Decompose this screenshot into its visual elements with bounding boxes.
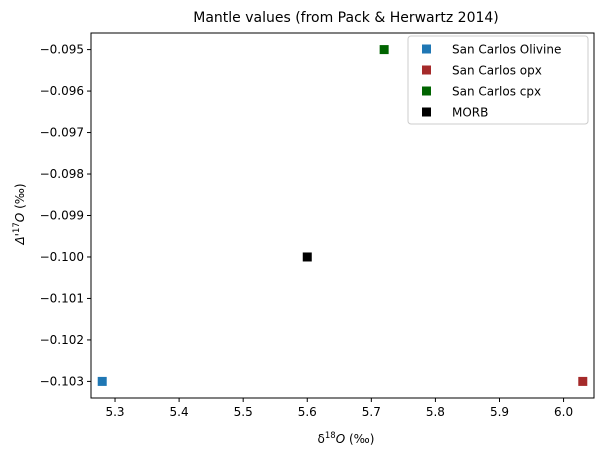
x-tick-label: 5.6 xyxy=(298,405,317,419)
x-tick-label: 5.7 xyxy=(362,405,381,419)
x-tick-label: 5.4 xyxy=(170,405,189,419)
data-point xyxy=(379,45,389,55)
chart-title: Mantle values (from Pack & Herwartz 2014… xyxy=(193,10,499,26)
x-tick-label: 5.8 xyxy=(426,405,445,419)
legend-marker xyxy=(422,44,431,54)
x-tick-label: 6.0 xyxy=(554,405,573,419)
x-tick-label: 5.5 xyxy=(234,405,253,419)
x-tick-label: 5.9 xyxy=(490,405,509,419)
y-tick-label: −0.103 xyxy=(40,374,84,388)
legend-label: MORB xyxy=(452,106,488,120)
legend-marker xyxy=(422,107,431,117)
legend-label: San Carlos cpx xyxy=(452,85,541,99)
legend-marker xyxy=(422,65,431,75)
legend-label: San Carlos Olivine xyxy=(452,43,561,57)
y-axis-label: Δ'17O (‰) xyxy=(12,183,27,245)
data-point xyxy=(302,252,312,262)
y-tick-label: −0.096 xyxy=(40,84,84,98)
x-tick-label: 5.3 xyxy=(105,405,124,419)
x-axis-ticks: 5.3 5.4 5.5 5.6 5.7 5.8 5.9 6.0 xyxy=(105,398,573,419)
data-point xyxy=(97,376,107,386)
legend-box xyxy=(407,35,589,125)
data-points xyxy=(97,45,588,386)
y-tick-label: −0.102 xyxy=(40,333,84,347)
legend-marker xyxy=(422,86,431,96)
y-tick-label: −0.100 xyxy=(40,250,84,264)
y-tick-label: −0.095 xyxy=(40,43,84,57)
legend: San Carlos Olivine San Carlos opx San Carl… xyxy=(407,35,589,125)
y-tick-label: −0.097 xyxy=(40,126,84,140)
y-tick-label: −0.098 xyxy=(40,167,84,181)
legend-label: San Carlos opx xyxy=(452,64,542,78)
y-axis-ticks: −0.095 −0.096 −0.097 −0.098 −0.099 −0.100 −0.1… xyxy=(40,43,91,388)
x-axis-label: δ18O (‰) xyxy=(318,431,375,446)
y-tick-label: −0.099 xyxy=(40,209,84,223)
y-tick-label: −0.101 xyxy=(40,291,84,305)
data-point xyxy=(578,376,588,386)
